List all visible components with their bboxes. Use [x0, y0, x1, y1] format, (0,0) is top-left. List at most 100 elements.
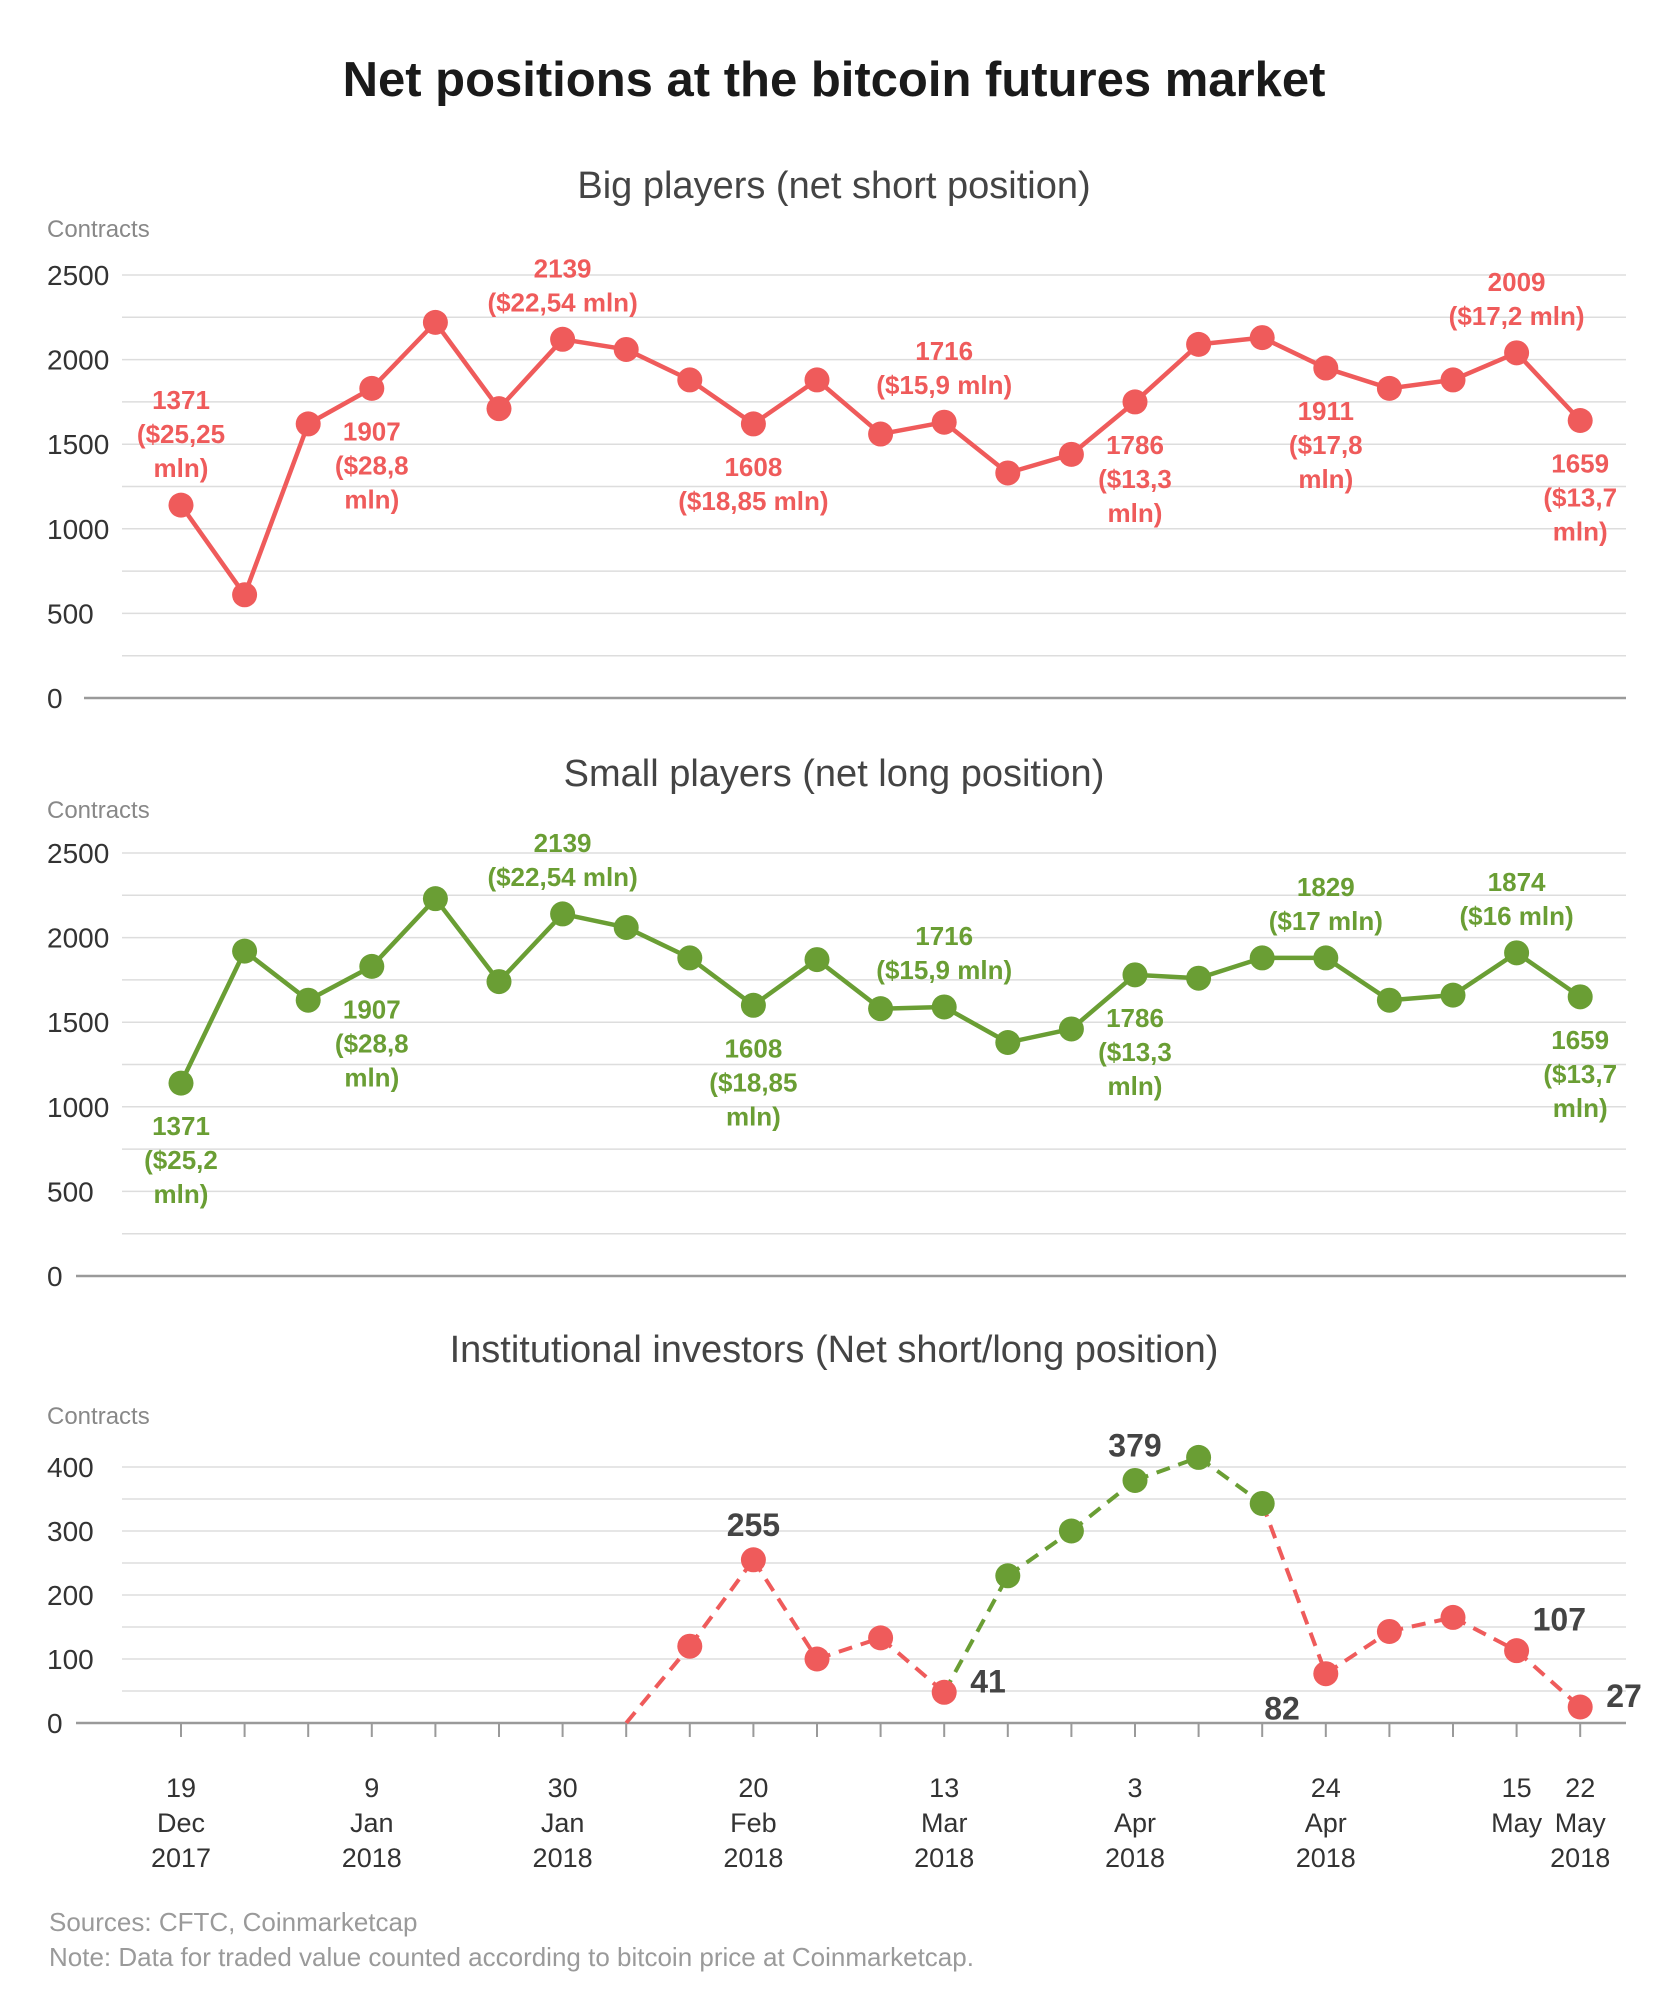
panel3-y-label: Contracts	[47, 1403, 150, 1430]
panel1-data-point	[1376, 375, 1402, 401]
panel1-y-label: Contracts	[47, 216, 150, 243]
panel1-data-point	[740, 411, 766, 437]
panel3-title: Institutional investors (Net short/long …	[450, 1329, 1219, 1371]
panel2-data-point	[295, 987, 321, 1013]
panel2-y-tick-label: 1500	[47, 1007, 109, 1038]
panel3-data-point	[1186, 1444, 1212, 1470]
panel3-data-point	[1504, 1638, 1530, 1664]
panel2-data-label: ($13,7	[1543, 1059, 1617, 1089]
panel1-data-point	[868, 421, 894, 447]
panel2-data-point	[486, 969, 512, 995]
panel3-data-point	[995, 1563, 1021, 1589]
panel1-data-label: 1716	[915, 336, 973, 366]
x-tick-label: 2018	[1296, 1843, 1356, 1873]
panel2-data-label: mln)	[344, 1062, 399, 1092]
panel1-data-point	[359, 375, 385, 401]
panel1-data-label: mln)	[1108, 498, 1163, 528]
x-tick-label: 2018	[533, 1843, 593, 1873]
x-tick-label: 2018	[1105, 1843, 1165, 1873]
panel1-data-label: ($17,2 mln)	[1449, 301, 1585, 331]
panel1-data-label: ($22,54 mln)	[487, 287, 637, 317]
panel1-data-point	[1313, 355, 1339, 381]
panel2-y-tick-label: 2000	[47, 923, 109, 954]
panel3-data-point	[868, 1625, 894, 1651]
panel2-data-point	[1186, 965, 1212, 991]
x-tick-label: 3	[1127, 1773, 1142, 1803]
panel2-data-point	[677, 945, 703, 971]
panel2-data-point	[1440, 982, 1466, 1008]
panel1-data-point	[931, 409, 957, 435]
panel2-y-tick-label: 1000	[47, 1092, 109, 1123]
panel2-data-point	[1122, 962, 1148, 988]
panel2-data-label: ($13,3	[1098, 1037, 1172, 1067]
panel1-data-point	[804, 367, 830, 393]
x-tick-label: Mar	[921, 1808, 968, 1838]
panel2-data-point	[613, 914, 639, 940]
panel1-y-tick-label: 0	[47, 683, 63, 714]
panel2-data-label: 1786	[1106, 1003, 1164, 1033]
panel1-data-point	[1122, 389, 1148, 415]
panel2-data-label: 1874	[1488, 867, 1546, 897]
panel1-title: Big players (net short position)	[577, 165, 1090, 207]
panel1-data-point	[422, 309, 448, 335]
panel2-data-label: ($25,2	[144, 1145, 218, 1175]
panel2-data-point	[1058, 1016, 1084, 1042]
panel3-y-tick-label: 200	[47, 1580, 94, 1611]
x-tick-label: Apr	[1305, 1808, 1347, 1838]
panel1-data-point	[1249, 325, 1275, 351]
panel3-series-segment	[1324, 1629, 1391, 1676]
panel2-data-label: 1371	[152, 1111, 210, 1141]
panel3-data-label: 255	[727, 1507, 780, 1543]
panel1-data-point	[1186, 331, 1212, 357]
panel2-data-label: 1716	[915, 921, 973, 951]
panel2-data-label: 2139	[534, 828, 592, 858]
x-tick-label: Dec	[157, 1808, 205, 1838]
panel2-data-label: mln)	[154, 1179, 209, 1209]
x-tick-label: Apr	[1114, 1808, 1156, 1838]
panel2-data-point	[1313, 945, 1339, 971]
panel3-data-point	[931, 1679, 957, 1705]
panel3-series-segment	[751, 1558, 819, 1661]
figure-title: Net positions at the bitcoin futures mar…	[342, 53, 1326, 107]
panel1-data-label: ($18,85 mln)	[678, 486, 828, 516]
panel3-series-segment	[1515, 1649, 1582, 1709]
panel2-data-label: ($22,54 mln)	[487, 862, 637, 892]
panel2-y-tick-label: 0	[47, 1261, 63, 1292]
panel2-data-point	[931, 994, 957, 1020]
panel1-y-tick-label: 500	[47, 598, 94, 629]
panel2-data-label: 1907	[343, 994, 401, 1024]
panel1-data-label: mln)	[154, 453, 209, 483]
panel2-y-tick-label: 500	[47, 1176, 94, 1207]
x-tick-label: May	[1491, 1808, 1543, 1838]
x-tick-label: 2017	[151, 1843, 211, 1873]
panel1-y-tick-label: 1000	[47, 514, 109, 545]
x-tick-label: 15	[1502, 1773, 1532, 1803]
panel3-series-segment	[688, 1558, 756, 1648]
panel1-data-label: 1907	[343, 416, 401, 446]
panel3-series-segment	[879, 1636, 946, 1694]
x-tick-label: 30	[548, 1773, 578, 1803]
x-tick-label: 20	[738, 1773, 768, 1803]
panel2-y-tick-label: 2500	[47, 838, 109, 869]
panel3-data-point	[1567, 1694, 1593, 1720]
panel1-data-label: mln)	[344, 484, 399, 514]
x-tick-label: 9	[364, 1773, 379, 1803]
panel3-series-segment	[1070, 1478, 1137, 1533]
panel3-data-point	[1058, 1518, 1084, 1544]
sources-note: Sources: CFTC, Coinmarketcap	[49, 1907, 418, 1937]
panel1-data-point	[486, 396, 512, 422]
panel2-y-label: Contracts	[47, 797, 150, 824]
panel2-data-label: mln)	[1108, 1071, 1163, 1101]
panel2-data-point	[1249, 945, 1275, 971]
panel2-data-label: ($18,85	[709, 1067, 797, 1097]
panel1-data-point	[232, 582, 258, 608]
panel3-data-label: 41	[970, 1663, 1006, 1699]
panel2-data-label: 1829	[1297, 872, 1355, 902]
panel3-y-tick-label: 400	[47, 1452, 94, 1483]
x-tick-label: 19	[166, 1773, 196, 1803]
panel3-series-segment	[624, 1644, 692, 1725]
x-tick-label: May	[1555, 1808, 1607, 1838]
x-tick-label: 13	[929, 1773, 959, 1803]
panel1-data-label: mln)	[1298, 464, 1353, 494]
